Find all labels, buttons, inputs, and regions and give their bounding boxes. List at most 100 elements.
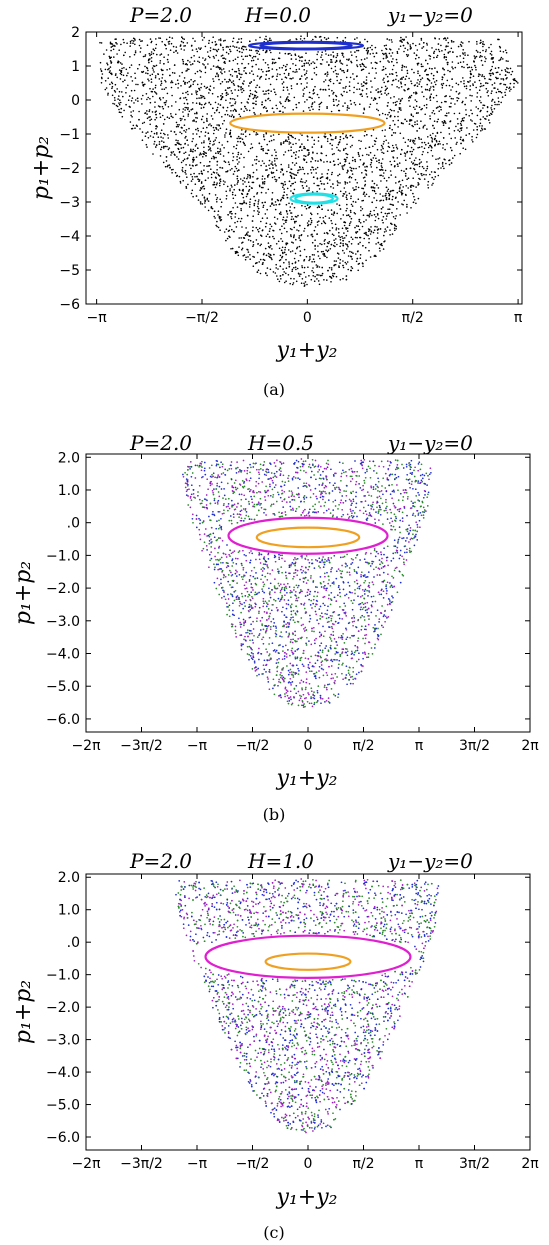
scatter-point bbox=[319, 257, 321, 260]
scatter-point bbox=[265, 272, 267, 274]
scatter-point bbox=[219, 127, 222, 130]
scatter-point bbox=[224, 113, 226, 116]
scatter-point bbox=[456, 97, 458, 99]
scatter-point bbox=[265, 78, 267, 80]
scatter-point bbox=[431, 68, 433, 70]
scatter-point bbox=[199, 203, 202, 205]
scatter-point bbox=[427, 184, 429, 186]
scatter-point bbox=[428, 79, 431, 82]
scatter-point bbox=[249, 463, 251, 466]
scatter-point bbox=[350, 243, 353, 245]
scatter-point bbox=[345, 134, 348, 136]
scatter-point bbox=[230, 110, 232, 112]
scatter-point bbox=[242, 183, 244, 185]
scatter-point bbox=[219, 148, 222, 150]
scatter-point bbox=[222, 49, 225, 51]
scatter-point bbox=[467, 80, 469, 83]
scatter-point bbox=[248, 133, 251, 136]
scatter-point bbox=[243, 494, 246, 497]
scatter-point bbox=[293, 220, 296, 223]
scatter-point bbox=[368, 154, 370, 156]
scatter-point bbox=[153, 65, 156, 68]
scatter-point bbox=[427, 142, 430, 144]
scatter-point bbox=[351, 159, 354, 162]
scatter-point bbox=[165, 81, 167, 83]
scatter-point bbox=[210, 157, 213, 160]
scatter-point bbox=[349, 250, 351, 253]
scatter-point bbox=[270, 51, 272, 54]
scatter-point bbox=[343, 158, 346, 161]
scatter-point bbox=[253, 210, 255, 212]
scatter-point bbox=[118, 90, 121, 93]
scatter-point bbox=[200, 83, 203, 85]
scatter-point bbox=[293, 257, 296, 260]
scatter-point bbox=[308, 259, 310, 262]
scatter-point bbox=[444, 37, 447, 40]
scatter-point bbox=[394, 132, 397, 134]
scatter-point bbox=[343, 193, 346, 195]
title-b-part-2: H=0.5 bbox=[247, 431, 314, 455]
scatter-point bbox=[402, 137, 405, 139]
scatter-point bbox=[219, 68, 221, 70]
scatter-point bbox=[130, 64, 133, 66]
scatter-point bbox=[158, 97, 161, 100]
scatter-point bbox=[420, 138, 423, 140]
scatter-point bbox=[272, 164, 274, 166]
scatter-point bbox=[167, 148, 170, 151]
scatter-point bbox=[133, 102, 135, 104]
scatter-point bbox=[258, 86, 261, 88]
scatter-point bbox=[284, 107, 286, 109]
scatter-point bbox=[257, 58, 259, 60]
scatter-point bbox=[234, 194, 237, 197]
scatter-point bbox=[336, 75, 338, 78]
scatter-point bbox=[335, 136, 337, 138]
scatter-point bbox=[320, 204, 323, 207]
scatter-point bbox=[443, 73, 446, 76]
scatter-point bbox=[212, 80, 215, 83]
scatter-point bbox=[359, 236, 362, 239]
scatter-point bbox=[339, 59, 342, 62]
scatter-point bbox=[207, 55, 210, 58]
scatter-point bbox=[300, 282, 303, 285]
scatter-point bbox=[326, 107, 328, 109]
scatter-point bbox=[452, 67, 454, 70]
scatter-point bbox=[200, 181, 203, 183]
scatter-point bbox=[223, 595, 225, 598]
scatter-point bbox=[412, 139, 414, 142]
scatter-point bbox=[384, 228, 387, 230]
scatter-point bbox=[234, 589, 237, 592]
scatter-point bbox=[160, 80, 163, 82]
scatter-point bbox=[366, 87, 368, 90]
scatter-point bbox=[429, 134, 432, 136]
scatter-point bbox=[196, 175, 198, 178]
scatter-point bbox=[438, 50, 441, 53]
scatter-point bbox=[433, 56, 435, 59]
scatter-point bbox=[414, 123, 416, 126]
scatter-point bbox=[202, 153, 204, 155]
scatter-point bbox=[368, 241, 370, 244]
scatter-point bbox=[235, 569, 237, 572]
scatter-point bbox=[323, 279, 325, 281]
scatter-point bbox=[381, 69, 384, 71]
scatter-point bbox=[513, 82, 515, 85]
scatter-point bbox=[377, 91, 380, 93]
scatter-point bbox=[484, 77, 486, 80]
scatter-point bbox=[224, 62, 226, 64]
scatter-point bbox=[150, 53, 153, 56]
scatter-point bbox=[373, 470, 375, 472]
orbit-curve bbox=[294, 193, 334, 204]
scatter-point bbox=[231, 75, 234, 77]
scatter-point bbox=[292, 173, 295, 175]
scatter-point bbox=[404, 193, 407, 196]
scatter-point bbox=[335, 238, 337, 240]
scatter-point bbox=[323, 587, 326, 590]
scatter-point bbox=[134, 72, 136, 75]
scatter-point bbox=[233, 98, 236, 101]
scatter-point bbox=[225, 239, 227, 242]
scatter-point bbox=[349, 89, 351, 92]
scatter-point bbox=[244, 72, 247, 74]
scatter-point bbox=[255, 169, 258, 171]
scatter-point bbox=[350, 51, 352, 53]
scatter-point bbox=[306, 99, 308, 101]
scatter-point bbox=[147, 72, 149, 75]
